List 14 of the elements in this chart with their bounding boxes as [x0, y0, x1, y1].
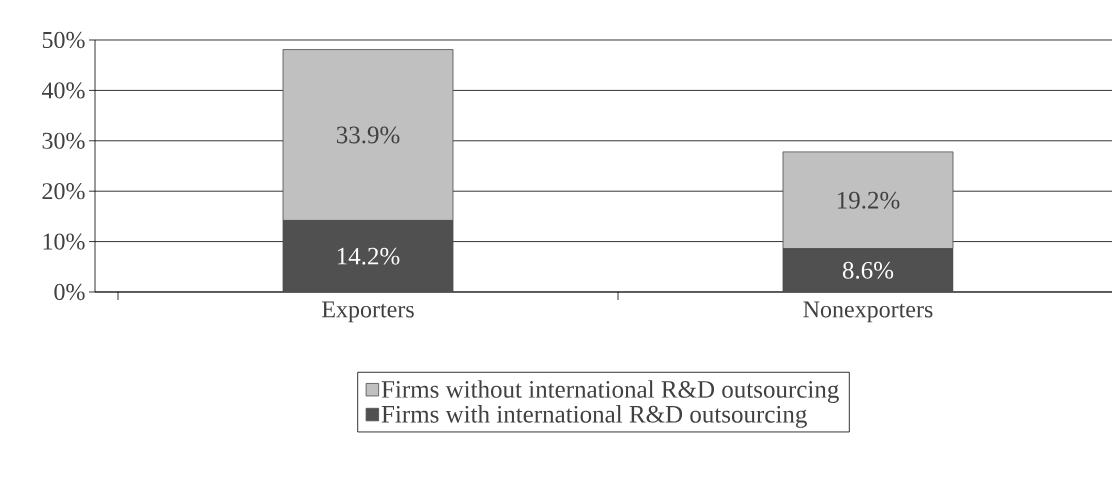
legend-label: Firms with international R&D outsourcing — [381, 405, 807, 428]
y-tick-label: 50% — [42, 31, 85, 49]
y-tick-label: 30% — [42, 132, 85, 149]
y-tick-label: 40% — [41, 82, 85, 99]
data-label: 33.9% — [336, 126, 400, 144]
data-label: 19.2% — [837, 191, 900, 209]
x-tick-label: Exporters — [322, 301, 414, 323]
y-tick-label: 0% — [54, 283, 85, 301]
legend-label: Firms without international R&D outsourcing — [381, 380, 839, 404]
y-tick-label: 10% — [43, 233, 85, 250]
x-tick-label: Nonexporters — [803, 301, 933, 323]
data-label: 14.2% — [337, 247, 400, 265]
y-tick-label: 20% — [42, 183, 85, 200]
data-label: 8.6% — [842, 261, 894, 279]
